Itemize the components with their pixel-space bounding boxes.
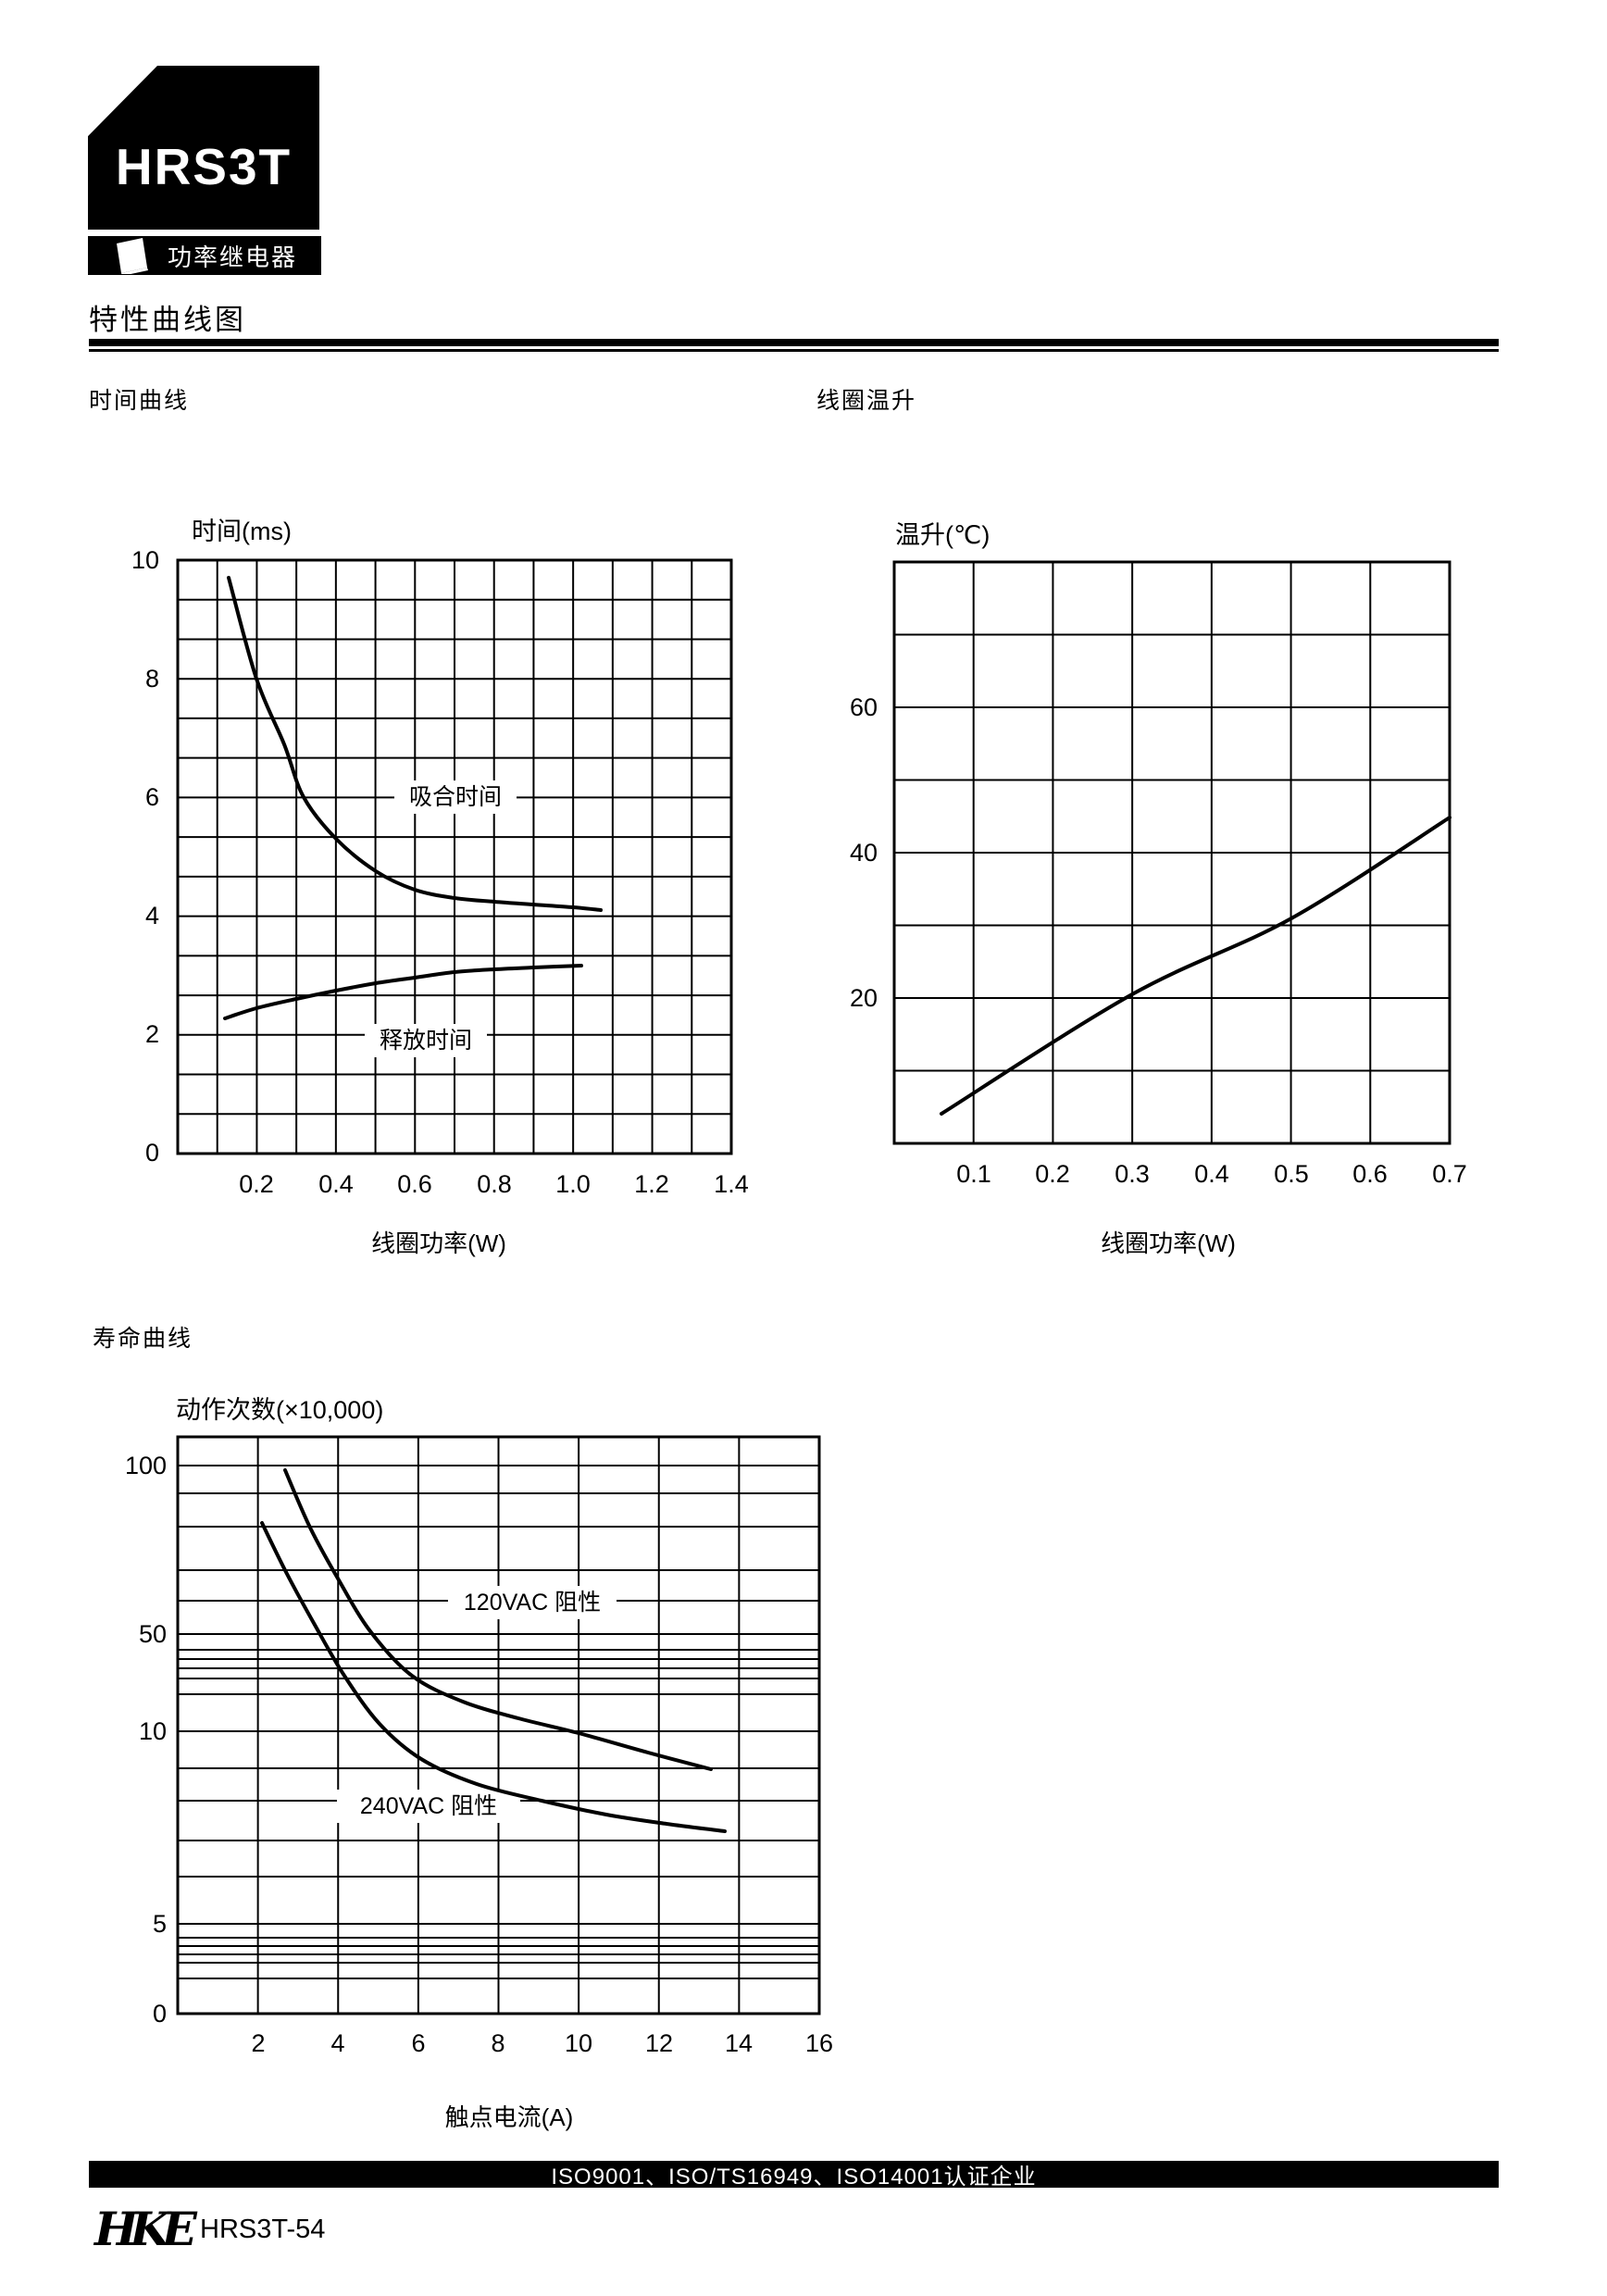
curve-label-240vac-bg (337, 1790, 520, 1823)
product-type-label: 功率继电器 (168, 243, 298, 271)
y-tick: 60 (850, 693, 878, 721)
book-icon (117, 238, 148, 274)
x-tick: 1.2 (634, 1170, 669, 1198)
x-tick: 0.6 (1352, 1160, 1388, 1188)
x-tick: 2 (251, 2029, 265, 2057)
x-tick: 8 (491, 2029, 505, 2057)
x-tick: 6 (411, 2029, 425, 2057)
plot-border (176, 558, 733, 1155)
x-tick: 12 (645, 2029, 673, 2057)
section-label-time-curve: 时间曲线 (89, 388, 190, 414)
y-tick: 8 (145, 665, 159, 693)
x-tick: 0.5 (1274, 1160, 1309, 1188)
curve-label-release: 释放时间 (380, 1028, 472, 1054)
product-type-bar: 功率继电器 (88, 236, 321, 275)
curve-temperature-rise (940, 816, 1451, 1116)
plot-border (892, 560, 1451, 1145)
curve-120vac-resistive (283, 1468, 713, 1771)
section-label-coil-temp-rise: 线圈温升 (816, 388, 917, 414)
y-tick: 0 (153, 2000, 167, 2028)
curve-label-240vac: 240VAC 阻性 (360, 1793, 497, 1819)
curve-label-release-bg (365, 1024, 487, 1057)
x-tick: 0.6 (397, 1170, 432, 1198)
chart-title: 温升(℃) (895, 521, 990, 549)
chart-title: 动作次数(×10,000) (176, 1396, 383, 1424)
certification-text: ISO9001、ISO/TS16949、ISO14001认证企业 (551, 2165, 1037, 2190)
y-tick: 50 (139, 1620, 167, 1648)
certification-bar: ISO9001、ISO/TS16949、ISO14001认证企业 (89, 2161, 1499, 2190)
section-label-life-curve: 寿命曲线 (93, 1326, 193, 1352)
curve-release-time (223, 964, 583, 1020)
y-tick: 2 (145, 1020, 159, 1048)
y-tick: 10 (131, 546, 159, 574)
y-tick: 20 (850, 984, 878, 1012)
x-tick: 0.8 (477, 1170, 512, 1198)
x-tick: 14 (725, 2029, 753, 2057)
x-tick: 4 (330, 2029, 344, 2057)
x-tick: 0.1 (956, 1160, 991, 1188)
x-tick: 0.2 (1035, 1160, 1070, 1188)
x-tick: 1.4 (714, 1170, 749, 1198)
x-tick: 0.4 (318, 1170, 354, 1198)
y-tick: 4 (145, 902, 159, 930)
page-title: 特性曲线图 (89, 304, 246, 336)
x-tick: 0.2 (239, 1170, 274, 1198)
product-code: HRS3T (115, 137, 293, 195)
y-tick: 0 (145, 1139, 159, 1167)
x-tick: 0.4 (1194, 1160, 1229, 1188)
chart-title: 时间(ms) (192, 518, 292, 545)
curve-pull-in-time (227, 576, 603, 912)
y-tick: 5 (153, 1910, 167, 1938)
y-tick: 6 (145, 783, 159, 811)
brand-logo: HKE (94, 2202, 197, 2256)
curve-240vac-resistive (260, 1521, 727, 1833)
x-tick: 10 (565, 2029, 592, 2057)
coil-temperature-rise-chart: 温升(℃) 60 40 20 0.1 0.2 0.3 0.4 0.5 0.6 0.7 线圈功率(W) (850, 521, 1467, 1257)
curve-label-120vac: 120VAC 阻性 (464, 1590, 601, 1616)
plot-border (176, 1435, 821, 2015)
y-tick: 40 (850, 839, 878, 867)
y-tick: 10 (139, 1717, 167, 1745)
x-axis-title: 触点电流(A) (445, 2103, 574, 2131)
curve-label-pull-in: 吸合时间 (409, 784, 502, 810)
title-rule-thick (89, 339, 1499, 346)
curve-label-120vac-bg (448, 1586, 617, 1619)
x-axis-title: 线圈功率(W) (371, 1229, 506, 1257)
x-tick: 16 (805, 2029, 833, 2057)
x-axis-title: 线圈功率(W) (1101, 1229, 1236, 1257)
curve-label-pull-in-bg (394, 780, 517, 814)
title-rule-thin (89, 349, 1499, 352)
y-tick: 100 (125, 1452, 167, 1479)
product-logo-box: HRS3T (88, 66, 319, 230)
doc-code: HRS3T-54 (200, 2215, 326, 2244)
time-curve-chart: 时间(ms) 10 8 6 4 2 0 0.2 0.4 0.6 0.8 1.0 1.2 1.4 线圈功率(W… (131, 518, 749, 1257)
x-tick: 1.0 (555, 1170, 591, 1198)
x-tick: 0.7 (1432, 1160, 1467, 1188)
x-tick: 0.3 (1115, 1160, 1150, 1188)
